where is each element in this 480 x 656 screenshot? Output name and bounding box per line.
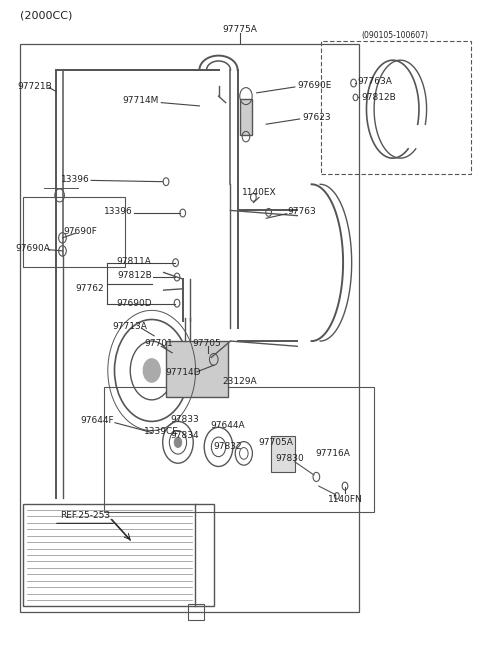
Text: 1339CE: 1339CE <box>144 426 179 436</box>
Bar <box>240 98 252 134</box>
Text: 97834: 97834 <box>171 430 199 440</box>
Bar <box>188 604 204 620</box>
Text: 97644F: 97644F <box>80 417 114 425</box>
Text: 97690F: 97690F <box>63 227 97 236</box>
Bar <box>23 504 214 605</box>
Text: 97830: 97830 <box>276 454 304 463</box>
Text: 97812B: 97812B <box>362 93 396 102</box>
Text: 97833: 97833 <box>171 415 200 424</box>
Text: 97832: 97832 <box>214 442 242 451</box>
Bar <box>23 197 125 267</box>
Text: 97714M: 97714M <box>122 96 159 105</box>
Text: 97775A: 97775A <box>223 25 257 34</box>
Text: (090105-100607): (090105-100607) <box>361 31 429 40</box>
Bar <box>321 41 471 174</box>
Text: 97705A: 97705A <box>258 438 293 447</box>
Text: 97811A: 97811A <box>117 257 152 266</box>
Text: 97762: 97762 <box>75 284 104 293</box>
Text: 97644A: 97644A <box>211 422 245 430</box>
Text: 97623: 97623 <box>302 113 331 122</box>
Text: 97716A: 97716A <box>316 449 350 458</box>
Text: (2000CC): (2000CC) <box>21 10 73 21</box>
Text: 97705: 97705 <box>192 338 221 348</box>
Text: 97690A: 97690A <box>15 244 50 253</box>
Text: 13396: 13396 <box>104 207 132 216</box>
Text: 97714D: 97714D <box>165 368 201 377</box>
Text: 97763A: 97763A <box>357 77 392 86</box>
Text: 97701: 97701 <box>144 338 173 348</box>
Bar <box>21 44 360 612</box>
Bar <box>166 341 228 397</box>
Circle shape <box>174 437 182 447</box>
Text: 1140EX: 1140EX <box>242 188 276 197</box>
Text: 97812B: 97812B <box>117 271 152 280</box>
Text: REF.25-253: REF.25-253 <box>60 511 110 520</box>
Bar <box>271 436 295 472</box>
Text: 97690E: 97690E <box>297 81 332 89</box>
Circle shape <box>143 359 160 382</box>
Bar <box>104 387 373 512</box>
Text: 13396: 13396 <box>61 174 90 184</box>
Text: 97721B: 97721B <box>17 82 52 91</box>
Text: 97690D: 97690D <box>116 299 152 308</box>
Text: 97713A: 97713A <box>113 322 148 331</box>
Text: 97763: 97763 <box>288 207 316 216</box>
Text: 23129A: 23129A <box>223 377 257 386</box>
Text: 1140FN: 1140FN <box>328 495 362 504</box>
